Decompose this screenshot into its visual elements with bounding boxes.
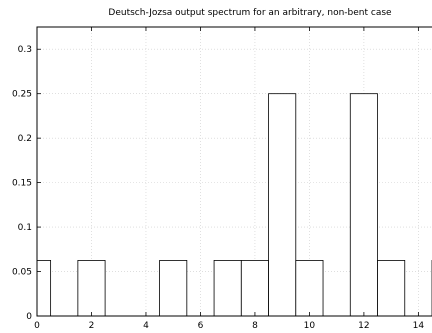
y-tick-label: 0.2 [18,134,32,144]
chart-title: Deutsch-Jozsa output spectrum for an arb… [108,8,392,18]
bar [295,260,324,316]
bar [213,260,242,316]
x-tick-label: 6 [198,321,204,331]
bar [268,93,297,316]
x-tick-label: 12 [358,321,369,331]
bar [240,260,269,316]
bar [37,260,52,316]
bar [349,93,378,316]
bar [159,260,188,316]
bar [77,260,106,316]
plot-frame [36,26,432,317]
y-tick-label: 0.15 [12,179,32,189]
x-tick-label: 4 [143,321,149,331]
y-tick-label: 0.3 [18,45,32,55]
x-tick-label: 8 [252,321,258,331]
y-tick-label: 0.05 [12,268,32,278]
y-tick-label: 0 [26,312,32,322]
y-axis: 0 0.05 0.1 0.15 0.2 0.25 0.3 [12,45,41,322]
x-axis: 0 2 4 6 8 10 12 14 [34,27,424,331]
x-tick-label: 10 [304,321,316,331]
bar [377,260,406,316]
x-tick-label: 14 [413,321,425,331]
bars-layer [37,93,432,316]
x-tick-label: 0 [34,321,40,331]
y-tick-label: 0.25 [12,90,32,100]
x-tick-label: 2 [89,321,95,331]
y-tick-label: 0.1 [18,223,32,233]
